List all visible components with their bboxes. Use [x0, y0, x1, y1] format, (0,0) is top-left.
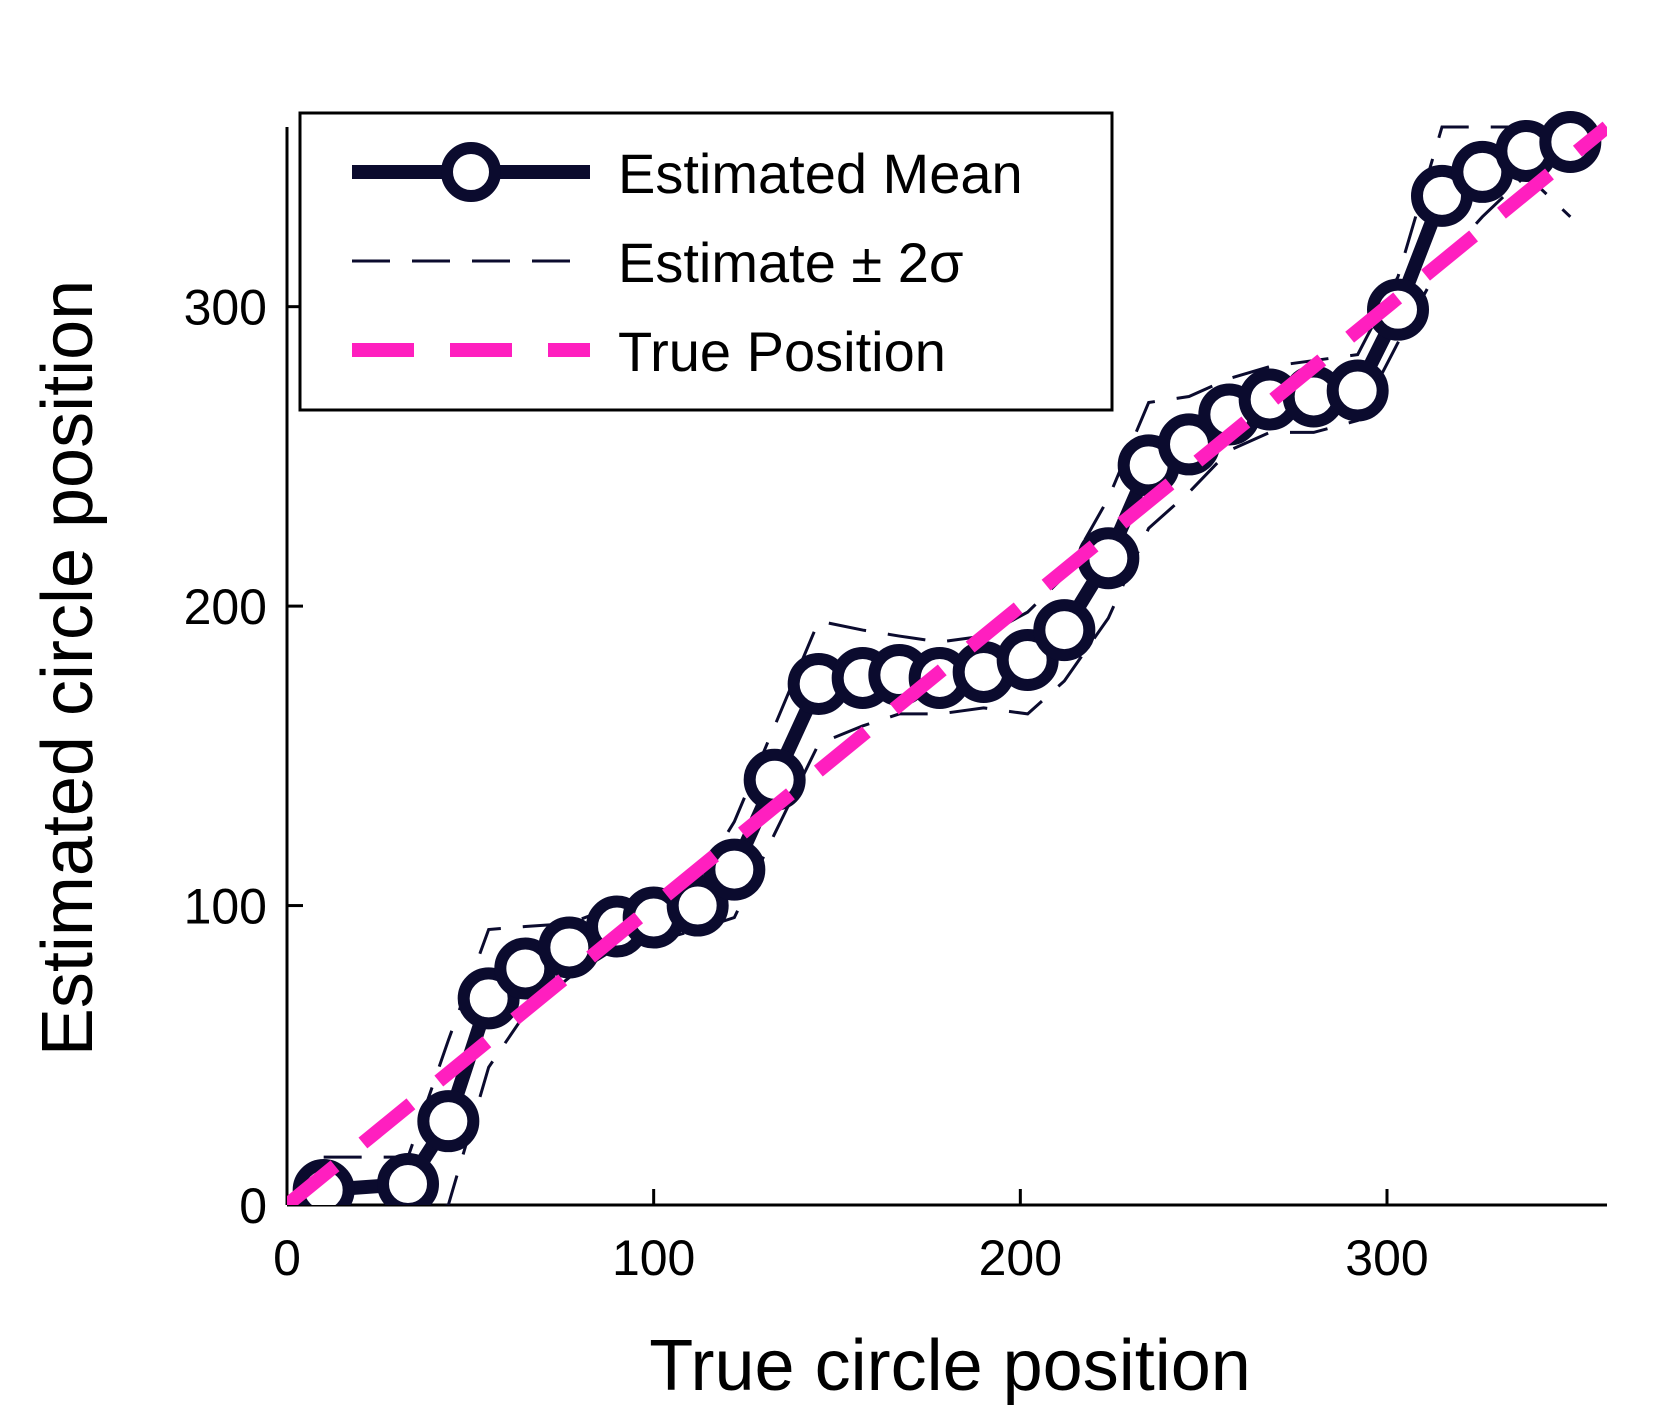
legend: Estimated Mean Estimate ± 2σ True Positi… — [298, 111, 1114, 412]
legend-label-true: True Position — [618, 320, 946, 383]
true-position-line — [287, 121, 1607, 1205]
mean-point — [1077, 527, 1140, 590]
x-tick-label: 0 — [273, 1230, 301, 1286]
legend-swatch-mean-marker — [441, 142, 501, 202]
axes: 0 100 200 300 0 100 200 300 — [184, 127, 1607, 1286]
mean-point — [417, 1090, 480, 1153]
mean-point — [1033, 599, 1096, 662]
y-tick-label: 300 — [184, 280, 267, 336]
mean-point — [703, 838, 766, 901]
mean-point — [377, 1153, 439, 1205]
x-tick-label: 200 — [979, 1230, 1062, 1286]
mean-point — [666, 874, 729, 937]
x-tick-label: 300 — [1345, 1230, 1428, 1286]
legend-label-ci: Estimate ± 2σ — [618, 231, 963, 294]
y-tick-label: 100 — [184, 879, 267, 935]
y-tick-label: 200 — [184, 579, 267, 635]
mean-point — [1326, 359, 1389, 422]
true-position-series — [287, 121, 1607, 1205]
legend-label-mean: Estimated Mean — [618, 142, 1023, 205]
y-axis-title: Estimated circle position — [28, 280, 108, 1056]
x-tick-label: 100 — [612, 1230, 695, 1286]
y-tick-label: 0 — [239, 1178, 267, 1234]
ci-upper-line — [323, 125, 1571, 1159]
x-axis-title: True circle position — [649, 1326, 1251, 1406]
